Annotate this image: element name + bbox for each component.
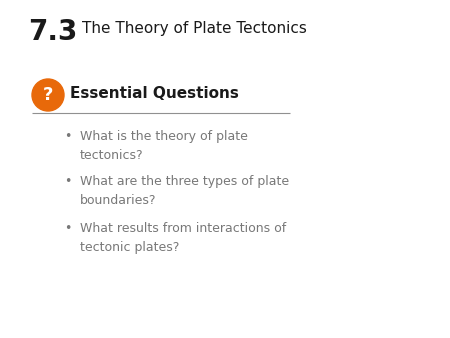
Text: •: • — [64, 222, 72, 235]
Text: •: • — [64, 175, 72, 188]
Text: What results from interactions of
tectonic plates?: What results from interactions of tecton… — [80, 222, 286, 254]
Text: What are the three types of plate
boundaries?: What are the three types of plate bounda… — [80, 175, 289, 207]
Text: What is the theory of plate
tectonics?: What is the theory of plate tectonics? — [80, 130, 248, 162]
Ellipse shape — [32, 79, 64, 111]
Text: ?: ? — [43, 86, 53, 104]
Text: Essential Questions: Essential Questions — [70, 87, 239, 101]
Text: •: • — [64, 130, 72, 143]
Text: 7.3: 7.3 — [28, 18, 77, 46]
Text: The Theory of Plate Tectonics: The Theory of Plate Tectonics — [82, 21, 307, 36]
